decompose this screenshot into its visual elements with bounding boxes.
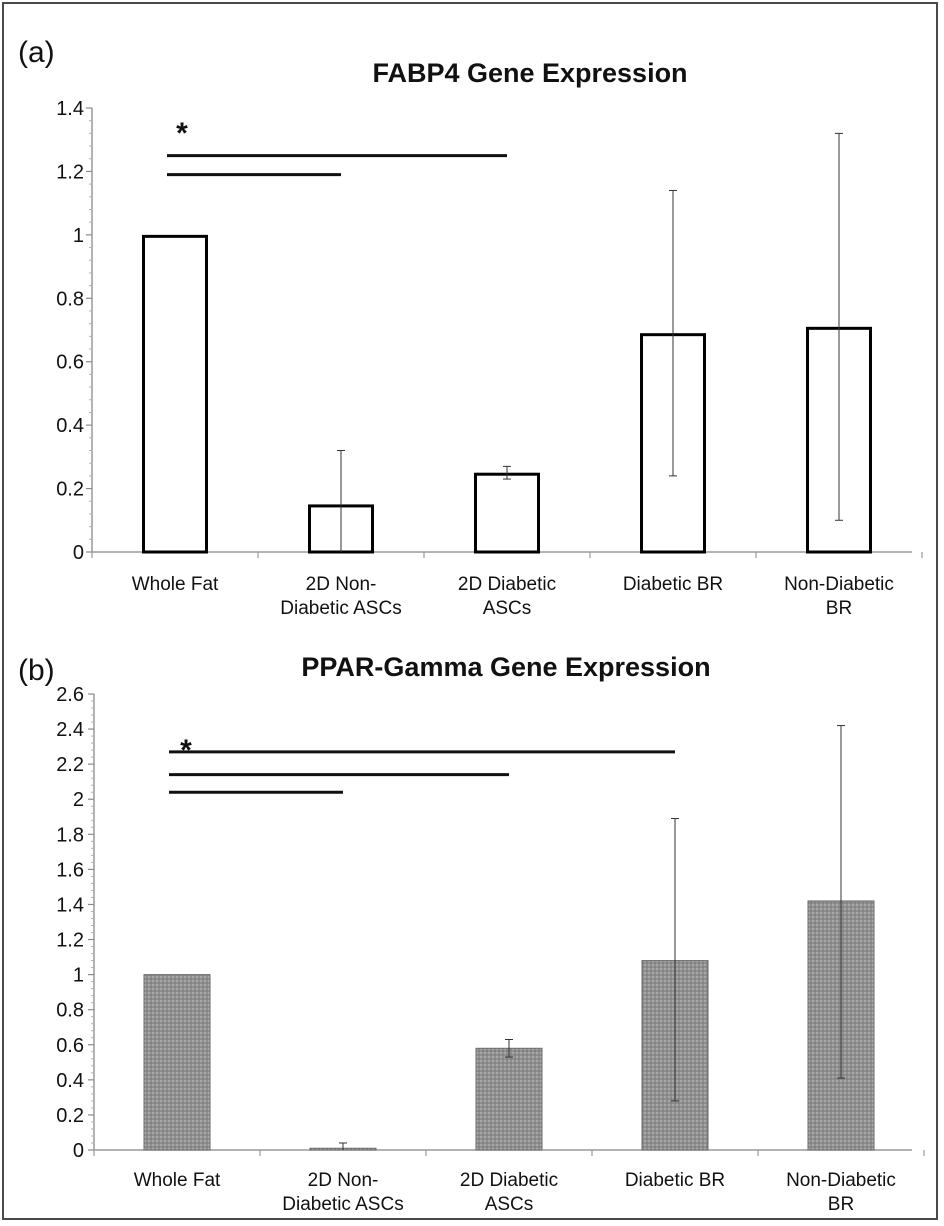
y-tick-label-a: 1.4 bbox=[56, 98, 84, 120]
bar-b-0 bbox=[143, 974, 211, 1151]
category-label-b-0: Whole Fat bbox=[134, 1170, 221, 1191]
chart-panel-a: (a) FABP4 Gene Expression 0 0.2 0.4 0.6 0.8 1 1.… bbox=[18, 36, 923, 619]
bar-b-2 bbox=[475, 1047, 543, 1151]
category-label-a-3: Diabetic BR bbox=[623, 574, 723, 595]
y-tick-label-b: 0.6 bbox=[56, 1035, 84, 1057]
chart-title-b: PPAR-Gamma Gene Expression bbox=[301, 652, 710, 682]
category-label-b-3: Diabetic BR bbox=[625, 1170, 725, 1191]
y-tick-label-b: 0.2 bbox=[56, 1105, 84, 1127]
category-label-a-0: Whole Fat bbox=[132, 574, 219, 595]
y-tick-label-a: 0.8 bbox=[56, 288, 84, 310]
panel-label-a: (a) bbox=[18, 36, 55, 69]
chart-panel-b: (b) PPAR-Gamma Gene Expression 0 0.2 0.4 0.6 0… bbox=[18, 652, 925, 1215]
y-tick-label-b: 0 bbox=[73, 1140, 84, 1162]
category-label-a-2: ASCs bbox=[483, 598, 532, 619]
y-tick-label-a: 0.6 bbox=[56, 352, 84, 374]
y-tick-label-a: 0 bbox=[73, 542, 84, 564]
bar-a-0 bbox=[142, 234, 208, 554]
y-tick-label-b: 1.4 bbox=[56, 894, 84, 916]
y-tick-label-a: 1 bbox=[73, 225, 84, 247]
y-tick-label-b: 1 bbox=[73, 965, 84, 987]
y-tick-label-b: 2.6 bbox=[56, 684, 84, 706]
y-tick-label-a: 1.2 bbox=[56, 161, 84, 183]
category-label-a-4: BR bbox=[826, 598, 852, 619]
significance-marker-b: * bbox=[180, 734, 192, 767]
category-label-b-2: 2D Diabetic bbox=[460, 1170, 558, 1191]
y-tick-label-b: 0.8 bbox=[56, 1000, 84, 1022]
chart-title-a: FABP4 Gene Expression bbox=[372, 58, 687, 88]
category-label-b-1: 2D Non- bbox=[308, 1170, 379, 1191]
category-label-b-4: BR bbox=[828, 1194, 854, 1215]
bar-a-2 bbox=[474, 472, 540, 554]
significance-marker-a: * bbox=[176, 117, 188, 150]
y-tick-label-b: 2 bbox=[73, 789, 84, 811]
y-tick-label-a: 0.4 bbox=[56, 415, 84, 437]
y-tick-label-b: 1.8 bbox=[56, 824, 84, 846]
panel-label-b: (b) bbox=[18, 654, 55, 687]
y-tick-label-b: 0.4 bbox=[56, 1070, 84, 1092]
y-tick-label-b: 1.2 bbox=[56, 930, 84, 952]
category-label-a-1: Diabetic ASCs bbox=[280, 598, 401, 619]
y-tick-label-b: 1.6 bbox=[56, 859, 84, 881]
category-label-a-1: 2D Non- bbox=[306, 574, 377, 595]
category-label-a-2: 2D Diabetic bbox=[458, 574, 556, 595]
y-tick-label-b: 2.2 bbox=[56, 754, 84, 776]
y-tick-label-b: 2.4 bbox=[56, 719, 84, 741]
y-tick-label-a: 0.2 bbox=[56, 479, 84, 501]
category-label-a-4: Non-Diabetic bbox=[784, 574, 894, 595]
category-label-b-1: Diabetic ASCs bbox=[282, 1194, 403, 1215]
category-label-b-2: ASCs bbox=[485, 1194, 534, 1215]
category-label-b-4: Non-Diabetic bbox=[786, 1170, 896, 1191]
